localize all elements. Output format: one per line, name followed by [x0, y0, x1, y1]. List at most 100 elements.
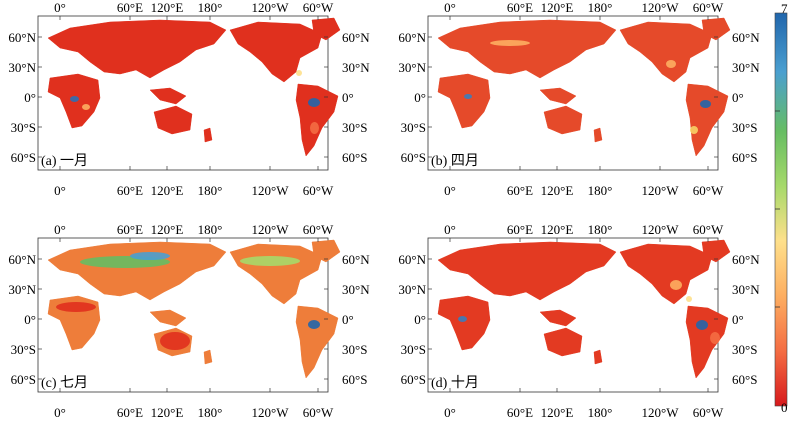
lat-tick-label-right: 60°S: [342, 150, 367, 165]
lon-tick-label-top: 0°: [444, 222, 456, 237]
lon-tick-label-bottom: 0°: [444, 405, 456, 420]
lon-tick-label-top: 60°E: [117, 0, 143, 15]
lat-tick-label-left: 60°N: [8, 30, 36, 45]
lon-tick-label-top: 60°W: [693, 222, 724, 237]
lat-tick-label-left: 30°S: [401, 342, 426, 357]
lat-tick-label-right: 0°: [342, 90, 354, 105]
lat-tick-label-right: 30°N: [342, 282, 370, 297]
lon-tick-label-top: 60°E: [117, 222, 143, 237]
lon-tick-label-bottom: 120°W: [642, 183, 680, 198]
lat-tick-label-left: 60°N: [8, 252, 36, 267]
lon-tick-label-bottom: 60°E: [507, 405, 533, 420]
lon-tick-label-bottom: 60°W: [693, 405, 724, 420]
lat-tick-label-left: 0°: [414, 312, 426, 327]
lat-tick-label-right: 30°S: [732, 120, 757, 135]
lat-tick-label-right: 60°N: [732, 252, 760, 267]
panel-label: (a) 一月: [41, 153, 88, 169]
lon-tick-label-top: 60°W: [693, 0, 724, 15]
lat-tick-label-left: 60°S: [11, 372, 36, 387]
lat-tick-label-left: 0°: [24, 312, 36, 327]
lon-tick-label-bottom: 180°: [198, 405, 223, 420]
lon-tick-label-bottom: 60°W: [303, 183, 334, 198]
lon-tick-label-bottom: 120°E: [151, 183, 184, 198]
lat-tick-label-right: 60°N: [342, 252, 370, 267]
lon-tick-label-bottom: 60°W: [303, 405, 334, 420]
lon-tick-label-bottom: 120°W: [252, 405, 290, 420]
lon-tick-label-top: 0°: [54, 0, 66, 15]
lon-tick-label-top: 60°E: [507, 222, 533, 237]
lon-tick-label-top: 120°W: [642, 0, 680, 15]
map-panel: 0° 0° 60°E 60°E 120°E 120°E 180° 180° 120°W 120°W…: [398, 0, 760, 198]
lat-tick-label-right: 60°N: [732, 30, 760, 45]
lon-tick-label-top: 60°W: [303, 222, 334, 237]
map-panel: 0° 0° 60°E 60°E 120°E 120°E 180° 180° 120°W 120°W…: [8, 0, 370, 198]
lat-tick-label-left: 60°S: [401, 150, 426, 165]
lon-tick-label-bottom: 180°: [588, 183, 613, 198]
lat-tick-label-left: 30°N: [398, 282, 426, 297]
lon-tick-label-top: 180°: [198, 222, 223, 237]
lon-tick-label-top: 180°: [588, 0, 613, 15]
lon-tick-label-top: 0°: [54, 222, 66, 237]
lon-tick-label-top: 120°E: [541, 222, 574, 237]
lat-tick-label-right: 0°: [732, 312, 744, 327]
lon-tick-label-top: 180°: [588, 222, 613, 237]
lat-tick-label-left: 60°S: [401, 372, 426, 387]
panel-label: (d) 十月: [431, 375, 479, 391]
lon-tick-label-bottom: 60°W: [693, 183, 724, 198]
colorbar-max-label: 7: [781, 1, 788, 16]
lat-tick-label-right: 60°N: [342, 30, 370, 45]
colorbar-gradient: [775, 13, 787, 406]
panel-label: (c) 七月: [41, 375, 88, 391]
lon-tick-label-top: 60°E: [507, 0, 533, 15]
lon-tick-label-bottom: 60°E: [507, 183, 533, 198]
lat-tick-label-right: 60°S: [732, 372, 757, 387]
lat-tick-label-right: 30°N: [732, 60, 760, 75]
lat-tick-label-right: 30°S: [342, 120, 367, 135]
lat-tick-label-left: 30°S: [11, 342, 36, 357]
lat-tick-label-right: 30°N: [732, 282, 760, 297]
lon-tick-label-bottom: 180°: [198, 183, 223, 198]
map-panel: 0° 0° 60°E 60°E 120°E 120°E 180° 180° 120°W 120°W…: [8, 222, 370, 420]
lon-tick-label-top: 120°W: [642, 222, 680, 237]
map-panel: 0° 0° 60°E 60°E 120°E 120°E 180° 180° 120°W 120°W…: [398, 222, 760, 420]
lat-tick-label-left: 60°S: [11, 150, 36, 165]
lon-tick-label-bottom: 120°W: [642, 405, 680, 420]
lon-tick-label-bottom: 0°: [444, 183, 456, 198]
lon-tick-label-top: 0°: [444, 0, 456, 15]
lat-tick-label-right: 0°: [732, 90, 744, 105]
lat-tick-label-right: 60°S: [732, 150, 757, 165]
lon-tick-label-bottom: 60°E: [117, 183, 143, 198]
lon-tick-label-bottom: 0°: [54, 183, 66, 198]
lon-tick-label-bottom: 120°E: [151, 405, 184, 420]
lat-tick-label-left: 60°N: [398, 30, 426, 45]
lat-tick-label-left: 0°: [414, 90, 426, 105]
lon-tick-label-top: 180°: [198, 0, 223, 15]
lon-tick-label-bottom: 180°: [588, 405, 613, 420]
lat-tick-label-right: 30°S: [342, 342, 367, 357]
lat-tick-label-right: 30°S: [732, 342, 757, 357]
lat-tick-label-right: 60°S: [342, 372, 367, 387]
lon-tick-label-bottom: 120°E: [541, 183, 574, 198]
lat-tick-label-left: 30°S: [401, 120, 426, 135]
lat-tick-label-left: 30°N: [8, 282, 36, 297]
lon-tick-label-top: 60°W: [303, 0, 334, 15]
lon-tick-label-bottom: 0°: [54, 405, 66, 420]
lat-tick-label-left: 30°N: [8, 60, 36, 75]
lat-tick-label-left: 0°: [24, 90, 36, 105]
lon-tick-label-bottom: 60°E: [117, 405, 143, 420]
lon-tick-label-bottom: 120°W: [252, 183, 290, 198]
colorbar: 7 0: [775, 1, 788, 415]
lon-tick-label-top: 120°W: [252, 0, 290, 15]
lat-tick-label-left: 30°S: [11, 120, 36, 135]
lat-tick-label-left: 30°N: [398, 60, 426, 75]
lon-tick-label-top: 120°E: [541, 0, 574, 15]
colorbar-min-label: 0: [781, 400, 788, 415]
lat-tick-label-right: 30°N: [342, 60, 370, 75]
lat-tick-label-right: 0°: [342, 312, 354, 327]
lat-tick-label-left: 60°N: [398, 252, 426, 267]
lon-tick-label-top: 120°W: [252, 222, 290, 237]
lon-tick-label-bottom: 120°E: [541, 405, 574, 420]
lon-tick-label-top: 120°E: [151, 222, 184, 237]
lon-tick-label-top: 120°E: [151, 0, 184, 15]
